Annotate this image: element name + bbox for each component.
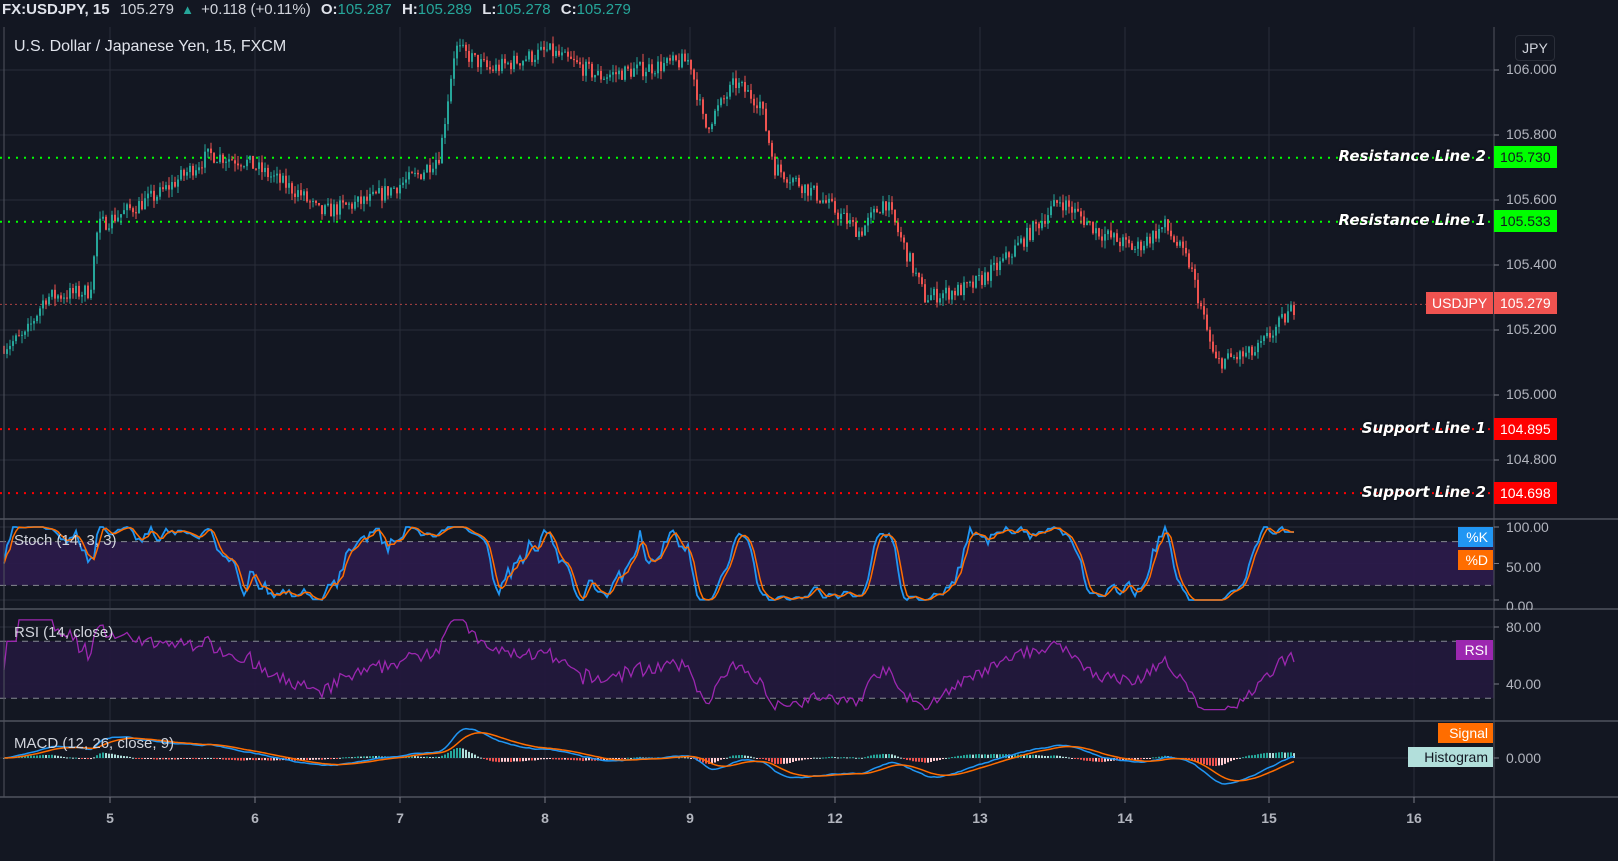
symbol-name[interactable]: FX:USDJPY, 15 (2, 1, 110, 18)
price-tick: 105.200 (1506, 321, 1557, 337)
resistance-line-1-tag: 105.533 (1494, 210, 1557, 232)
price-tick: 104.800 (1506, 451, 1557, 467)
rsi-legend: RSI (1456, 640, 1493, 660)
currency-button[interactable]: JPY (1515, 35, 1555, 61)
macd-signal-legend: Signal (1438, 723, 1493, 743)
rsi-title: RSI (14, close) (14, 624, 114, 641)
up-arrow-icon: ▲ (181, 2, 194, 17)
last-price: 105.279 (119, 1, 174, 18)
support-line-1-label: Support Line 1 (1361, 419, 1486, 437)
support-line-2-tag: 104.698 (1494, 482, 1557, 504)
indicator-bands (0, 541, 1494, 699)
price-tick: 106.000 (1506, 61, 1557, 77)
support-line-2-label: Support Line 2 (1361, 483, 1486, 501)
candlesticks (3, 36, 1295, 374)
price-tick: 105.800 (1506, 126, 1557, 142)
rsi-tick: 80.00 (1506, 619, 1542, 635)
stoch-tick: 50.00 (1506, 559, 1542, 575)
open-value: 105.287 (337, 1, 392, 18)
price-tick: 105.400 (1506, 256, 1557, 272)
low-label: L: (482, 1, 497, 18)
time-label: 13 (972, 810, 988, 826)
price-tick: 105.000 (1506, 386, 1557, 402)
time-label: 5 (106, 810, 114, 826)
rsi-tick: 40.00 (1506, 676, 1542, 692)
close-value: 105.279 (576, 1, 631, 18)
high-label: H: (401, 1, 418, 18)
close-label: C: (560, 1, 577, 18)
stoch-d-legend: %D (1458, 550, 1493, 570)
support-resistance-lines (0, 156, 1494, 495)
pane-frames (0, 27, 1618, 861)
macd-title: MACD (12, 26, close, 9) (14, 735, 175, 752)
symbol-price-tag: USDJPY (1426, 292, 1494, 314)
time-label: 14 (1117, 810, 1133, 826)
stoch-title: Stoch (14, 3, 3) (14, 532, 117, 549)
resistance-line-2-label: Resistance Line 2 (1338, 147, 1486, 165)
time-label: 9 (686, 810, 694, 826)
symbol-header: FX:USDJPY, 15 105.279 ▲ +0.118 (+0.11%) … (0, 0, 1618, 26)
resistance-line-2-tag: 105.730 (1494, 146, 1557, 168)
stoch-series (3, 524, 1295, 602)
stoch-tick: 100.00 (1506, 519, 1549, 535)
time-label: 12 (827, 810, 843, 826)
support-line-1-tag: 104.895 (1494, 418, 1557, 440)
time-label: 8 (541, 810, 549, 826)
macd-tick: 0.000 (1506, 750, 1542, 766)
rsi-series (3, 619, 1295, 712)
high-value: 105.289 (417, 1, 473, 18)
macd-series (3, 727, 1295, 785)
price-tick: 105.600 (1506, 191, 1557, 207)
macd-histogram-legend: Histogram (1408, 747, 1493, 767)
price-change: +0.118 (+0.11%) (201, 1, 311, 18)
stoch-tick: 0.00 (1506, 598, 1534, 610)
time-label: 15 (1261, 810, 1277, 826)
main-pane-title: U.S. Dollar / Japanese Yen, 15, FXCM (14, 38, 287, 55)
stoch-k-legend: %K (1458, 527, 1493, 547)
time-label: 16 (1406, 810, 1422, 826)
current-price-tag: 105.279 (1494, 292, 1557, 314)
time-label: 6 (251, 810, 259, 826)
open-label: O: (320, 1, 338, 18)
resistance-line-1-label: Resistance Line 1 (1338, 211, 1486, 229)
low-value: 105.278 (496, 1, 551, 18)
time-label: 7 (396, 810, 404, 826)
